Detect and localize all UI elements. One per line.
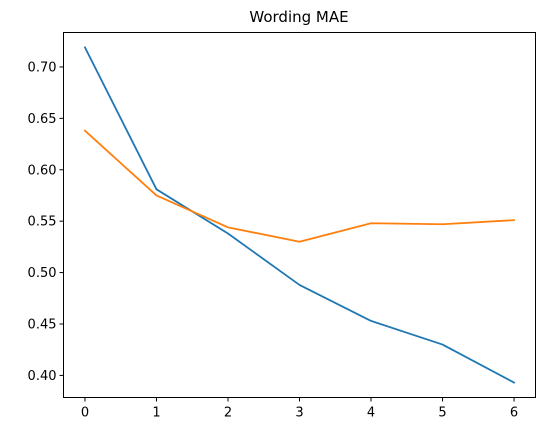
y-tick-label: 0.50 bbox=[28, 266, 57, 281]
x-tick-label: 4 bbox=[367, 406, 375, 421]
plot-area-frame bbox=[63, 32, 536, 398]
y-tick-label: 0.65 bbox=[28, 112, 57, 127]
x-tick-label: 6 bbox=[510, 406, 518, 421]
y-tick-label: 0.55 bbox=[28, 215, 57, 230]
x-tick-label: 1 bbox=[152, 406, 160, 421]
x-tick-label: 5 bbox=[438, 406, 446, 421]
chart-title: Wording MAE bbox=[249, 8, 348, 26]
y-tick-label: 0.70 bbox=[28, 60, 57, 75]
x-tick-label: 2 bbox=[224, 406, 232, 421]
y-tick-label: 0.45 bbox=[28, 317, 57, 332]
y-tick-label: 0.60 bbox=[28, 163, 57, 178]
x-tick-label: 3 bbox=[295, 406, 303, 421]
x-tick-label: 0 bbox=[81, 406, 89, 421]
y-tick-label: 0.40 bbox=[28, 369, 57, 384]
series-line-1 bbox=[83, 46, 516, 384]
series-line-2 bbox=[83, 129, 516, 243]
